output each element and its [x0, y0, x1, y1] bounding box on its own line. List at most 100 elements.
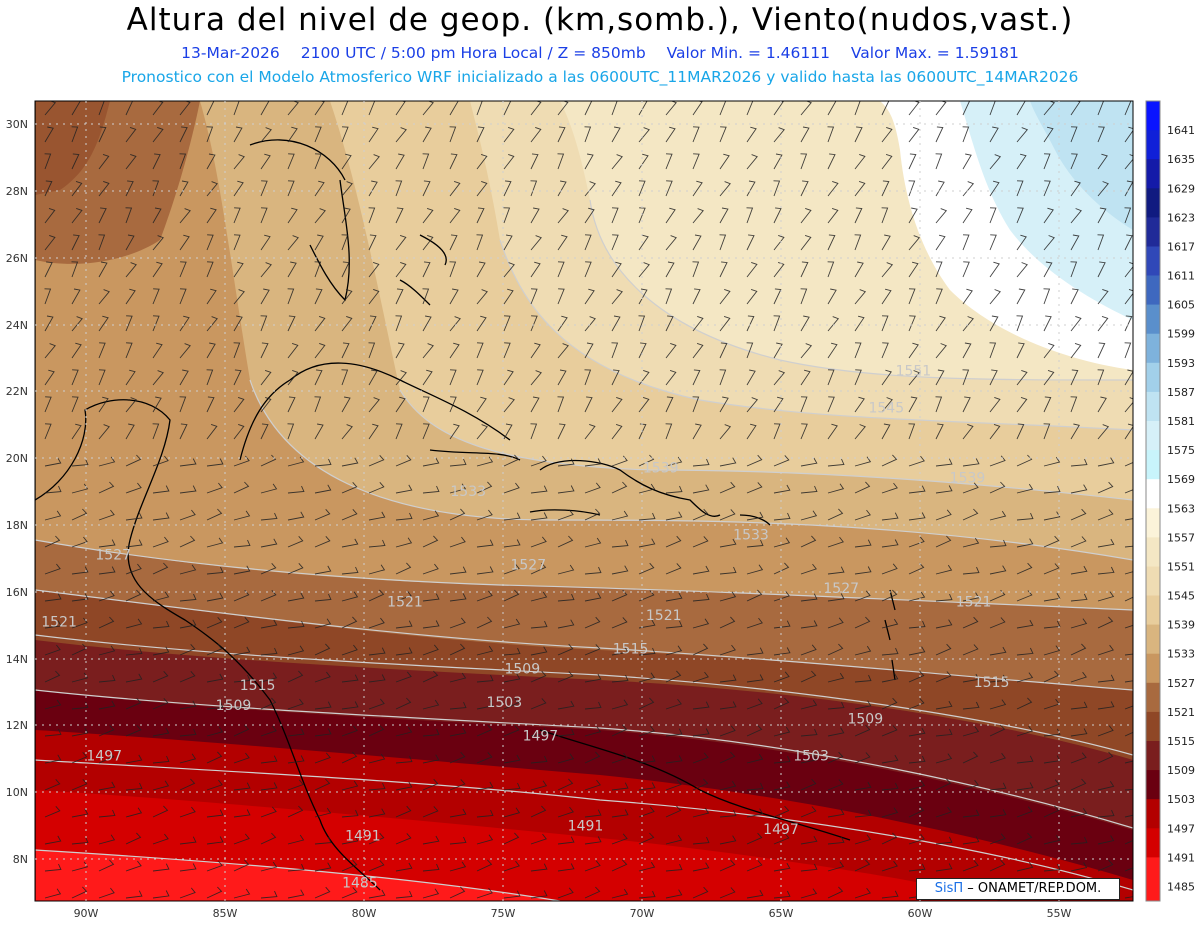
wind-barb — [503, 288, 514, 305]
wind-barb — [530, 342, 541, 359]
wind-barb — [1124, 315, 1133, 332]
wind-barb — [368, 397, 380, 413]
wind-barb — [503, 618, 521, 629]
wind-barb — [746, 724, 763, 737]
wind-barb — [476, 752, 493, 764]
contour-label: 1485 — [342, 876, 378, 892]
wind-barb — [638, 782, 656, 791]
wind-barb — [638, 315, 646, 332]
wind-barb — [1124, 288, 1133, 305]
wind-barb — [1124, 489, 1133, 494]
wind-barb — [476, 887, 493, 899]
wind-barb — [1016, 755, 1034, 764]
wind-barb — [584, 673, 602, 683]
wind-barb — [881, 153, 893, 170]
wind-barb — [908, 512, 926, 521]
wind-barb — [989, 752, 1006, 764]
wind-barb — [530, 235, 542, 251]
wind-barb — [368, 860, 385, 872]
wind-barb — [1070, 836, 1088, 845]
wind-barb — [962, 369, 970, 386]
wind-barb — [395, 805, 412, 818]
wind-barb — [125, 234, 135, 251]
wind-barb — [341, 538, 359, 548]
contour-labels: 1551 1545 1539 1539 1533 1533 1527 1527 1527 1521… — [41, 364, 1009, 892]
wind-barb — [962, 207, 973, 224]
wind-barb — [314, 484, 332, 494]
wind-barb — [449, 342, 460, 359]
wind-barb — [422, 126, 432, 143]
wind-barb — [233, 101, 240, 116]
wind-barb — [152, 780, 170, 791]
wind-barb — [584, 101, 593, 116]
wind-barb — [719, 809, 737, 818]
wind-barb — [989, 833, 1006, 845]
wind-barb — [260, 725, 277, 737]
wind-barb — [422, 288, 430, 305]
wind-barb — [665, 620, 683, 629]
wind-barb — [557, 836, 575, 845]
wind-barb — [98, 342, 106, 359]
wind-barb — [1070, 728, 1088, 737]
wind-barb — [233, 539, 251, 548]
wind-barb — [341, 566, 359, 575]
wind-barb — [260, 619, 278, 629]
wind-barb — [206, 537, 224, 548]
wind-barb — [665, 863, 683, 872]
wind-barb — [179, 315, 190, 332]
wind-barb — [206, 508, 223, 521]
wind-barb — [1124, 545, 1133, 548]
wind-barb — [665, 369, 677, 386]
wind-barb — [908, 396, 918, 413]
wind-barb — [1124, 234, 1133, 251]
wind-barb — [638, 180, 646, 197]
wind-barb — [1043, 511, 1061, 521]
wind-barb — [719, 674, 737, 683]
wind-barb — [908, 288, 916, 305]
wind-barb — [503, 832, 520, 845]
wind-barb — [1097, 261, 1106, 278]
wind-barb — [1043, 645, 1061, 656]
wind-barb — [71, 180, 83, 197]
wind-barb — [341, 153, 352, 170]
wind-barb — [476, 724, 493, 737]
wind-barb — [557, 153, 565, 170]
wind-barb — [773, 101, 784, 116]
wind-barb — [989, 126, 999, 143]
wind-barb — [530, 455, 547, 467]
wind-barb — [611, 207, 619, 224]
wind-barb — [1070, 342, 1082, 359]
wind-barb — [692, 862, 710, 872]
wind-barb — [989, 539, 1007, 548]
wind-barb — [1124, 867, 1133, 872]
wind-barb — [584, 592, 602, 602]
wind-barb — [962, 153, 972, 170]
legend-label: 1485 — [1167, 881, 1195, 894]
wind-barb — [44, 261, 53, 278]
wind-barb — [287, 670, 304, 683]
wind-barb — [611, 699, 629, 710]
wind-barb — [719, 509, 736, 521]
wind-barb — [665, 126, 676, 143]
wind-barb — [1043, 563, 1060, 575]
wind-barb — [638, 647, 656, 656]
wind-barb — [1043, 261, 1053, 278]
wind-barb — [233, 833, 250, 845]
wind-barb — [800, 126, 810, 143]
wind-barb — [71, 727, 89, 737]
wind-barb — [800, 806, 817, 818]
wind-barb — [125, 126, 137, 143]
wind-barb — [530, 646, 548, 656]
wind-barb — [44, 806, 61, 818]
wind-barb — [98, 424, 110, 440]
wind-barb — [179, 644, 196, 656]
wind-barb — [287, 342, 299, 359]
wind-barb — [854, 101, 861, 116]
wind-barb — [233, 289, 245, 305]
wind-barb — [584, 423, 596, 440]
wind-barb — [1016, 538, 1034, 548]
lat-label: 16N — [6, 586, 28, 599]
wind-barb — [746, 511, 764, 521]
wind-barb — [962, 860, 979, 872]
wind-barb — [692, 458, 710, 467]
